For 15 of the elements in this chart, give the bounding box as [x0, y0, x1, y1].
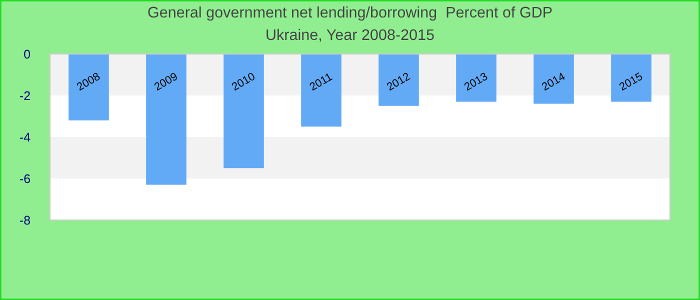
- x-tick-label: 2011: [308, 72, 333, 91]
- chart-subtitle: Ukraine, Year 2008-2015: [266, 28, 434, 42]
- x-tick-label: 2009: [154, 72, 178, 91]
- x-tick-label: 2010: [231, 72, 256, 91]
- y-tick-label: -6: [20, 174, 30, 184]
- x-tick-label: 2015: [618, 72, 644, 91]
- x-tick-label: 2008: [76, 72, 101, 91]
- y-tick-label: -8: [20, 216, 30, 225]
- chart-title: General government net lending/borrowing Percent of GDP: [148, 6, 552, 21]
- y-tick-label: -2: [20, 91, 30, 100]
- x-tick-label: 2013: [464, 72, 488, 91]
- x-tick-label: 2014: [541, 72, 566, 91]
- y-tick-label: -4: [20, 132, 30, 142]
- y-tick-label: 0: [24, 50, 30, 59]
- x-tick-label: 2012: [386, 72, 410, 91]
